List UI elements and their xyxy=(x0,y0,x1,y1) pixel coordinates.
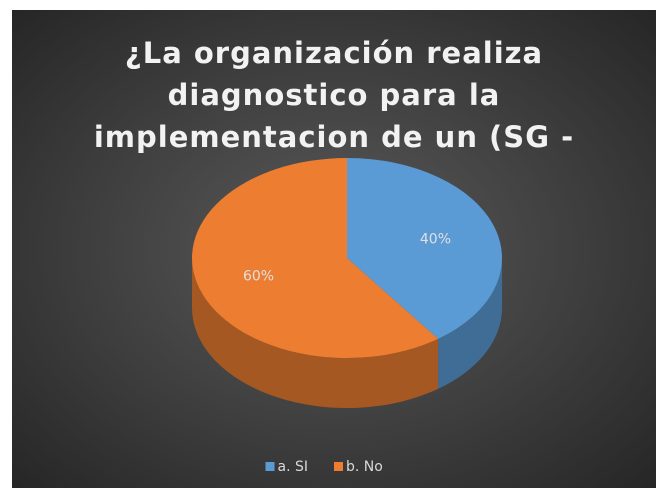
chart: 40% 60% a. SI b. No xyxy=(191,158,502,475)
legend-label: a. SI xyxy=(278,459,309,475)
legend-label: b. No xyxy=(346,459,383,475)
pie-side xyxy=(438,258,502,389)
chart-area: ¿La organización realiza diagnostico par… xyxy=(12,10,656,488)
pie-slice xyxy=(191,158,439,358)
data-label: 60% xyxy=(243,269,274,285)
data-label: 40% xyxy=(420,231,451,247)
pie-slice xyxy=(347,158,502,339)
pie-side xyxy=(192,258,439,408)
legend-swatch xyxy=(334,462,343,471)
legend-swatch xyxy=(265,462,275,471)
